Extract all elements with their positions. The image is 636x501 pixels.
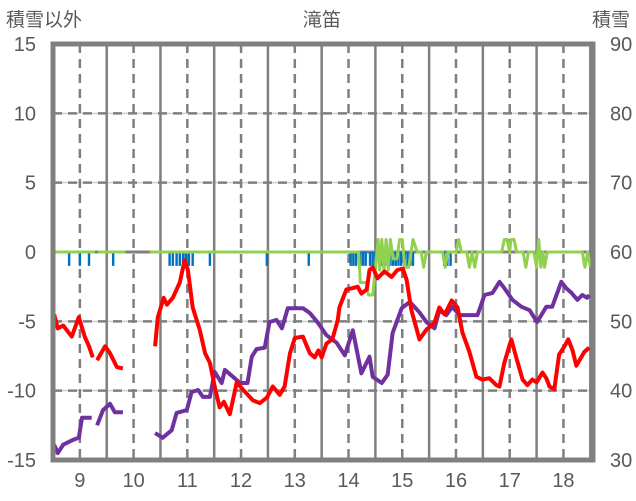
x-tick-label: 15 bbox=[391, 470, 413, 492]
left-axis-title: 積雪以外 bbox=[6, 9, 82, 31]
temperature-line bbox=[153, 258, 591, 417]
precip-bar bbox=[371, 252, 374, 266]
precip-bar bbox=[352, 252, 355, 266]
precip-bar bbox=[78, 252, 82, 266]
precip-bar bbox=[364, 252, 367, 266]
x-tick-label: 9 bbox=[74, 470, 85, 492]
y2-tick-label: 40 bbox=[610, 381, 632, 403]
y-tick-label: -5 bbox=[18, 311, 36, 333]
other-line bbox=[149, 238, 592, 297]
precip-bar bbox=[406, 252, 409, 266]
temperature-line bbox=[95, 344, 124, 371]
right-axis-title: 積雪 bbox=[592, 9, 630, 31]
x-tick-label: 17 bbox=[499, 470, 521, 492]
y-tick-label: -15 bbox=[7, 450, 36, 472]
precip-bar bbox=[87, 252, 91, 266]
precip-bar bbox=[168, 252, 171, 266]
y-tick-label: 10 bbox=[14, 103, 36, 125]
y-tick-label: 5 bbox=[25, 173, 36, 195]
precip-bar bbox=[187, 252, 191, 266]
precip-bar bbox=[449, 252, 452, 266]
y2-tick-label: 30 bbox=[610, 450, 632, 472]
precip-bar bbox=[181, 252, 185, 266]
chart-title: 滝笛 bbox=[303, 9, 341, 31]
x-tick-label: 10 bbox=[122, 470, 144, 492]
precip-bar bbox=[307, 252, 310, 266]
precip-bar bbox=[208, 252, 212, 266]
precip-bar bbox=[178, 252, 182, 266]
snow-depth-line bbox=[154, 279, 591, 440]
y2-tick-label: 50 bbox=[610, 311, 632, 333]
y-tick-label: 15 bbox=[14, 34, 36, 56]
y-tick-label: -10 bbox=[7, 381, 36, 403]
precip-bar bbox=[111, 252, 115, 266]
y2-tick-label: 60 bbox=[610, 242, 632, 264]
precip-bar bbox=[361, 252, 365, 266]
x-tick-label: 16 bbox=[445, 470, 467, 492]
precip-bar bbox=[191, 252, 194, 266]
precip-bar bbox=[171, 252, 175, 266]
x-tick-label: 11 bbox=[177, 470, 198, 492]
precip-bar bbox=[349, 252, 352, 266]
y2-tick-label: 80 bbox=[610, 103, 632, 125]
x-tick-label: 14 bbox=[337, 470, 359, 492]
precip-bar bbox=[368, 252, 372, 266]
precip-bar bbox=[67, 252, 71, 266]
snow-depth-line bbox=[95, 401, 123, 427]
plot-border bbox=[50, 41, 596, 463]
precip-bar bbox=[397, 252, 400, 266]
x-tick-label: 13 bbox=[284, 470, 306, 492]
temperature-line bbox=[52, 313, 95, 359]
precip-bar bbox=[175, 252, 178, 266]
y2-tick-label: 70 bbox=[610, 173, 632, 195]
precip-bar bbox=[265, 252, 269, 266]
plot-marks bbox=[52, 238, 592, 456]
y-tick-label: 0 bbox=[25, 242, 36, 264]
x-tick-label: 18 bbox=[552, 470, 574, 492]
x-tick-label: 12 bbox=[230, 470, 252, 492]
precip-bar bbox=[399, 252, 403, 266]
snow-depth-line bbox=[52, 415, 92, 456]
precip-bar bbox=[354, 252, 358, 266]
precip-bar bbox=[411, 252, 415, 266]
y2-tick-label: 90 bbox=[610, 34, 632, 56]
